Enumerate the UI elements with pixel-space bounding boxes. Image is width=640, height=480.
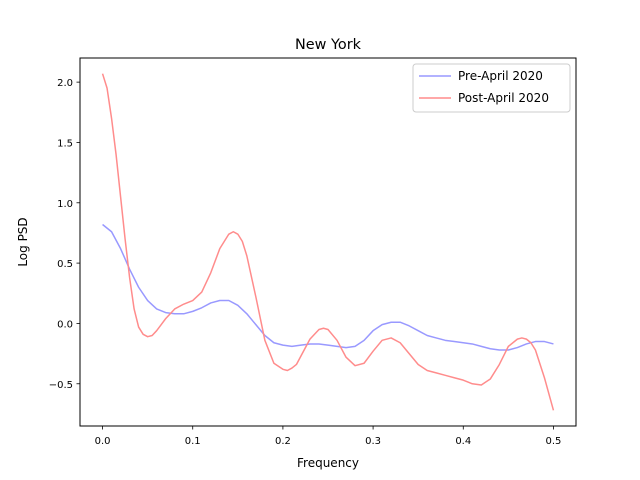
x-axis-label: Frequency bbox=[297, 456, 359, 470]
chart-title: New York bbox=[295, 37, 362, 53]
x-tick-label: 0.5 bbox=[546, 436, 562, 447]
x-tick-label: 0.2 bbox=[275, 436, 291, 447]
series-line-0 bbox=[102, 223, 554, 351]
x-tick-label: 0.1 bbox=[185, 436, 201, 447]
y-tick-label: 1.5 bbox=[57, 138, 73, 149]
y-axis: −0.5 0.0 0.5 1.0 1.5 2.0 bbox=[49, 78, 80, 391]
x-tick-label: 0.0 bbox=[95, 436, 111, 447]
legend: Pre-April 2020 Post-April 2020 bbox=[412, 63, 571, 113]
legend-label-post-april: Post-April 2020 bbox=[458, 91, 549, 105]
x-axis: 0.0 0.1 0.2 0.3 0.4 0.5 bbox=[95, 426, 562, 447]
y-tick-label: 2.0 bbox=[57, 78, 73, 89]
x-tick-label: 0.4 bbox=[455, 436, 471, 447]
y-tick-label: 0.0 bbox=[57, 319, 73, 330]
y-tick-label: 0.5 bbox=[57, 259, 73, 270]
y-tick-label: −0.5 bbox=[49, 380, 73, 391]
series-layer bbox=[101, 73, 555, 411]
y-tick-label: 1.0 bbox=[57, 199, 73, 210]
y-axis-label: Log PSD bbox=[16, 217, 30, 266]
x-tick-label: 0.3 bbox=[365, 436, 381, 447]
plot-area-frame bbox=[79, 57, 577, 427]
series-line-1 bbox=[101, 73, 555, 411]
legend-box bbox=[412, 63, 571, 113]
legend-label-pre-april: Pre-April 2020 bbox=[458, 69, 543, 83]
